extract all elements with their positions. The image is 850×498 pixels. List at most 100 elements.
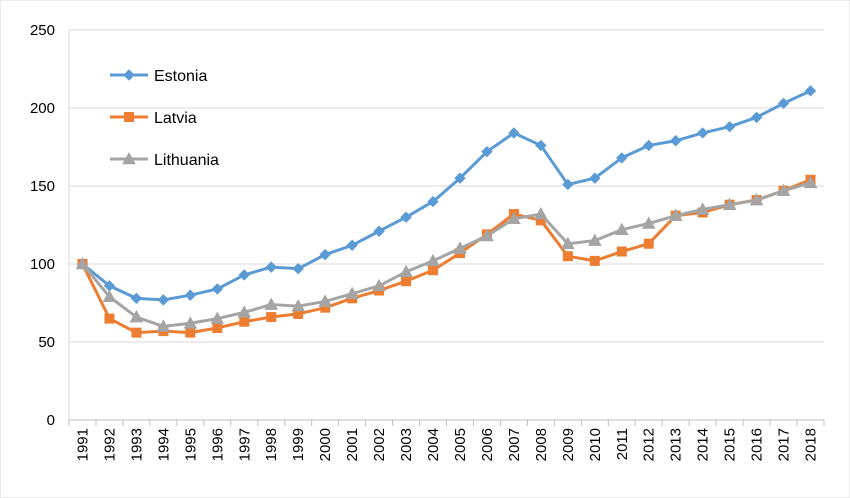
x-tick-label: 2009 <box>560 428 577 461</box>
x-tick-label: 2001 <box>344 428 361 461</box>
x-tick-label: 1999 <box>290 428 307 461</box>
data-point-latvia <box>104 313 115 324</box>
data-point-estonia <box>616 152 628 164</box>
series-estonia <box>76 85 817 306</box>
x-tick-label: 1995 <box>182 428 199 461</box>
x-tick-label: 2018 <box>803 428 820 461</box>
data-point-lithuania <box>156 319 171 332</box>
data-point-lithuania <box>776 183 791 196</box>
data-point-latvia <box>239 316 250 327</box>
data-point-estonia <box>427 195 439 208</box>
data-point-lithuania <box>102 289 117 303</box>
series <box>75 85 818 338</box>
data-point-lithuania <box>426 253 440 267</box>
x-tick-label: 2000 <box>317 428 334 461</box>
legend-item-estonia: Estonia <box>110 68 207 85</box>
data-point-estonia <box>400 211 412 223</box>
x-tick-label: 1998 <box>263 428 280 461</box>
data-point-estonia <box>696 127 709 139</box>
data-point-estonia <box>292 262 304 275</box>
data-point-estonia <box>184 289 197 301</box>
y-tick-label: 250 <box>30 22 55 39</box>
data-point-lithuania <box>372 278 386 292</box>
data-point-lithuania <box>507 211 521 225</box>
x-tick-label: 2004 <box>425 428 442 461</box>
x-tick-label: 2015 <box>722 428 739 461</box>
data-point-lithuania <box>75 256 90 270</box>
data-point-lithuania <box>129 310 144 323</box>
x-tick-label: 1996 <box>209 428 226 461</box>
data-point-estonia <box>562 178 574 191</box>
x-tick-label: 2017 <box>776 428 793 461</box>
x-tick-label: 2016 <box>749 428 766 461</box>
data-point-lithuania <box>399 264 413 278</box>
data-point-lithuania <box>453 241 467 254</box>
data-point-estonia <box>643 139 655 152</box>
x-tick-label: 2002 <box>371 428 388 461</box>
y-tick-label: 100 <box>30 256 55 273</box>
data-point-lithuania <box>264 297 279 310</box>
data-point-estonia <box>750 111 763 124</box>
grid <box>69 29 824 343</box>
x-tick-label: 1992 <box>101 428 118 461</box>
legend-label-lithuania: Lithuania <box>154 152 219 169</box>
data-point-lithuania <box>803 175 818 189</box>
x-tick-label: 2013 <box>668 428 685 461</box>
data-point-lithuania <box>318 294 333 307</box>
data-point-latvia <box>589 255 600 266</box>
series-lithuania <box>75 175 818 332</box>
x-tick-label: 1991 <box>74 428 91 461</box>
data-point-latvia <box>212 322 223 333</box>
data-point-latvia <box>266 312 277 323</box>
data-point-latvia <box>185 327 196 338</box>
axes: 0 50 100 150 200 250 1991 1992 1993 1994 1995 1996 1… <box>30 22 825 461</box>
data-point-lithuania <box>749 193 764 206</box>
data-point-lithuania <box>237 305 252 318</box>
legend-marker-lithuania <box>122 151 136 165</box>
x-tick-label: 1994 <box>155 428 172 461</box>
x-tick-label: 2012 <box>641 428 658 461</box>
data-point-lithuania <box>587 233 602 246</box>
y-tick-label: 150 <box>30 178 55 195</box>
data-point-latvia <box>616 246 627 257</box>
data-point-estonia <box>373 225 385 237</box>
data-point-latvia <box>428 265 439 276</box>
x-tick-label: 1993 <box>128 428 145 461</box>
x-tick-label: 2008 <box>533 428 550 461</box>
data-point-estonia <box>777 97 790 110</box>
data-point-estonia <box>589 172 601 184</box>
data-point-lithuania <box>480 228 494 242</box>
data-point-estonia <box>454 172 466 184</box>
data-point-estonia <box>238 269 250 281</box>
y-tick-label: 0 <box>47 412 55 429</box>
data-point-lithuania <box>560 236 575 250</box>
data-point-lithuania <box>614 222 629 235</box>
data-point-estonia <box>508 127 520 139</box>
legend: Estonia Latvia Lithuania <box>110 68 219 169</box>
data-point-lithuania <box>695 202 710 215</box>
data-point-lithuania <box>183 316 198 329</box>
data-point-estonia <box>804 85 817 97</box>
y-tick-label: 50 <box>38 334 55 351</box>
legend-item-lithuania: Lithuania <box>110 151 219 169</box>
data-point-lithuania <box>210 311 225 324</box>
x-tick-label: 2011 <box>614 428 631 460</box>
legend-label-latvia: Latvia <box>154 110 197 127</box>
data-point-latvia <box>562 251 573 262</box>
data-point-estonia <box>346 239 358 251</box>
data-point-estonia <box>265 261 277 273</box>
data-point-latvia <box>401 276 412 287</box>
data-point-estonia <box>319 248 331 261</box>
data-point-estonia <box>130 292 143 305</box>
data-point-estonia <box>669 135 682 147</box>
x-tick-label: 2006 <box>479 428 496 461</box>
data-point-latvia <box>643 238 654 249</box>
series-line-estonia <box>81 89 812 302</box>
data-point-lithuania <box>641 216 656 229</box>
series-line-latvia <box>81 178 812 335</box>
data-point-estonia <box>723 121 736 133</box>
data-point-lithuania <box>722 197 737 211</box>
data-point-estonia <box>157 294 170 306</box>
